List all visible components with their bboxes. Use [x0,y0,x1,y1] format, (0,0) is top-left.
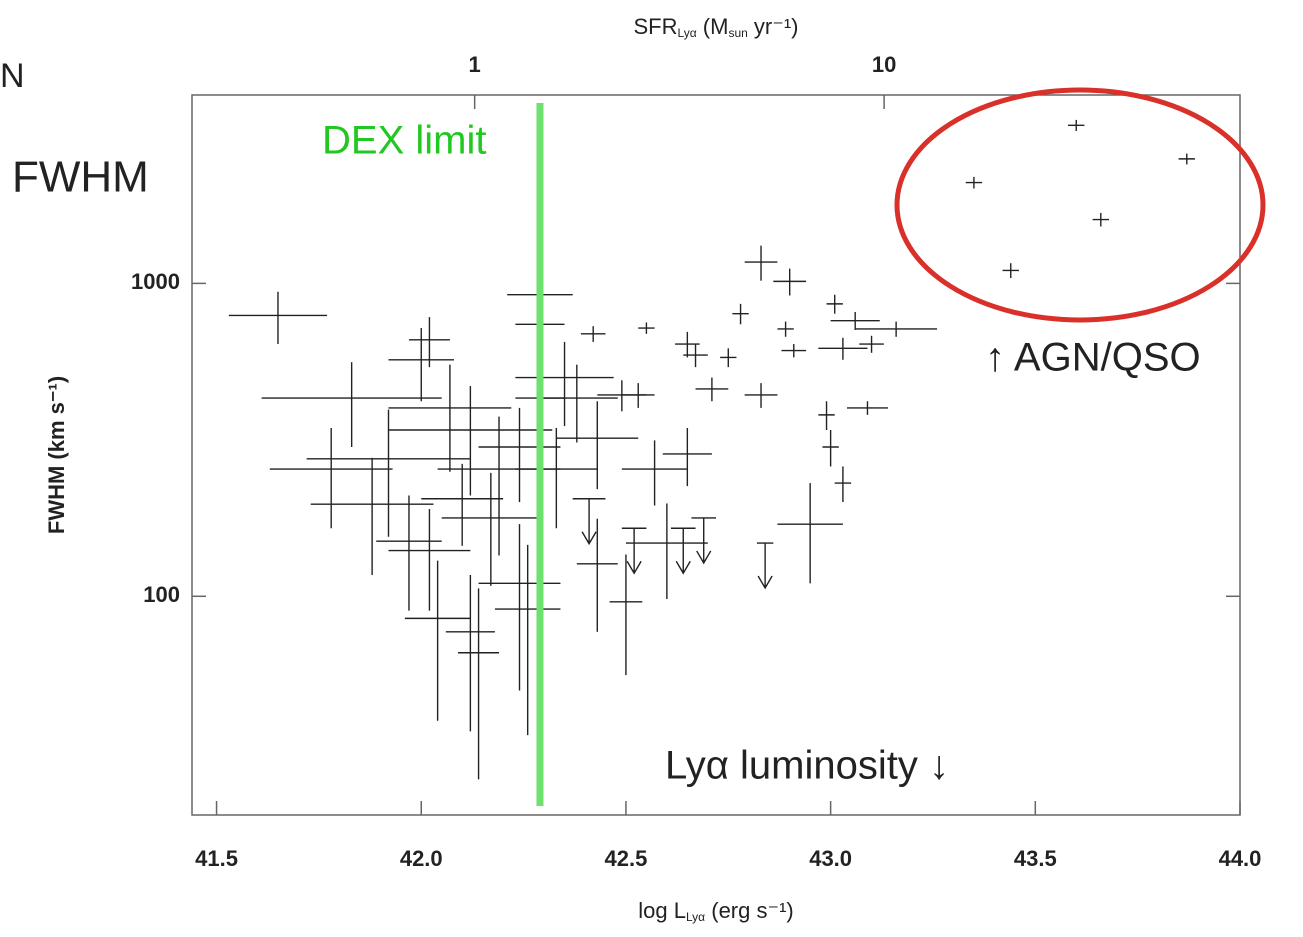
label-part: log L [638,898,686,923]
label-part: SFR [634,14,678,39]
x2-axis-label: SFRLyα (Msun yr⁻¹) [634,14,799,40]
y-tick-label: 100 [143,582,180,607]
y-axis-label: FWHM (km s⁻¹) [44,376,69,534]
x-tick-label: 43.5 [1014,846,1057,871]
upper-limit-arrow [675,528,691,575]
x-tick-label: 42.5 [605,846,648,871]
label-part: (M [697,14,729,39]
annotation: ↑ AGN/QSO [985,336,1201,380]
label-part: sun [728,26,747,40]
annotation: DEX limit [322,119,486,163]
annotation: N [0,57,25,95]
annotation: FWHM [12,153,149,202]
plot-area [228,119,1195,780]
label-part: Lyα [678,26,697,40]
x-tick-label: 44.0 [1219,846,1262,871]
label-part: Lyα [686,910,705,924]
x-tick-label: 42.0 [400,846,443,871]
x-axis-label: log LLyα (erg s⁻¹) [638,898,794,924]
y-tick-label: 1000 [131,269,180,294]
x2-tick-label: 1 [469,52,481,77]
x-tick-label: 41.5 [195,846,238,871]
upper-limit-arrow [696,517,712,565]
label-part: (erg s⁻¹) [705,898,794,923]
plot-frame [191,94,1241,816]
annotation: Lyα luminosity ↓ [665,744,949,788]
upper-limit-arrow [581,498,597,546]
upper-limit-arrow [626,528,642,575]
x2-tick-label: 10 [872,52,896,77]
upper-limit-arrow [757,543,773,590]
label-part: yr⁻¹) [748,14,799,39]
x-tick-label: 43.0 [809,846,852,871]
agn-ellipse [894,87,1266,323]
